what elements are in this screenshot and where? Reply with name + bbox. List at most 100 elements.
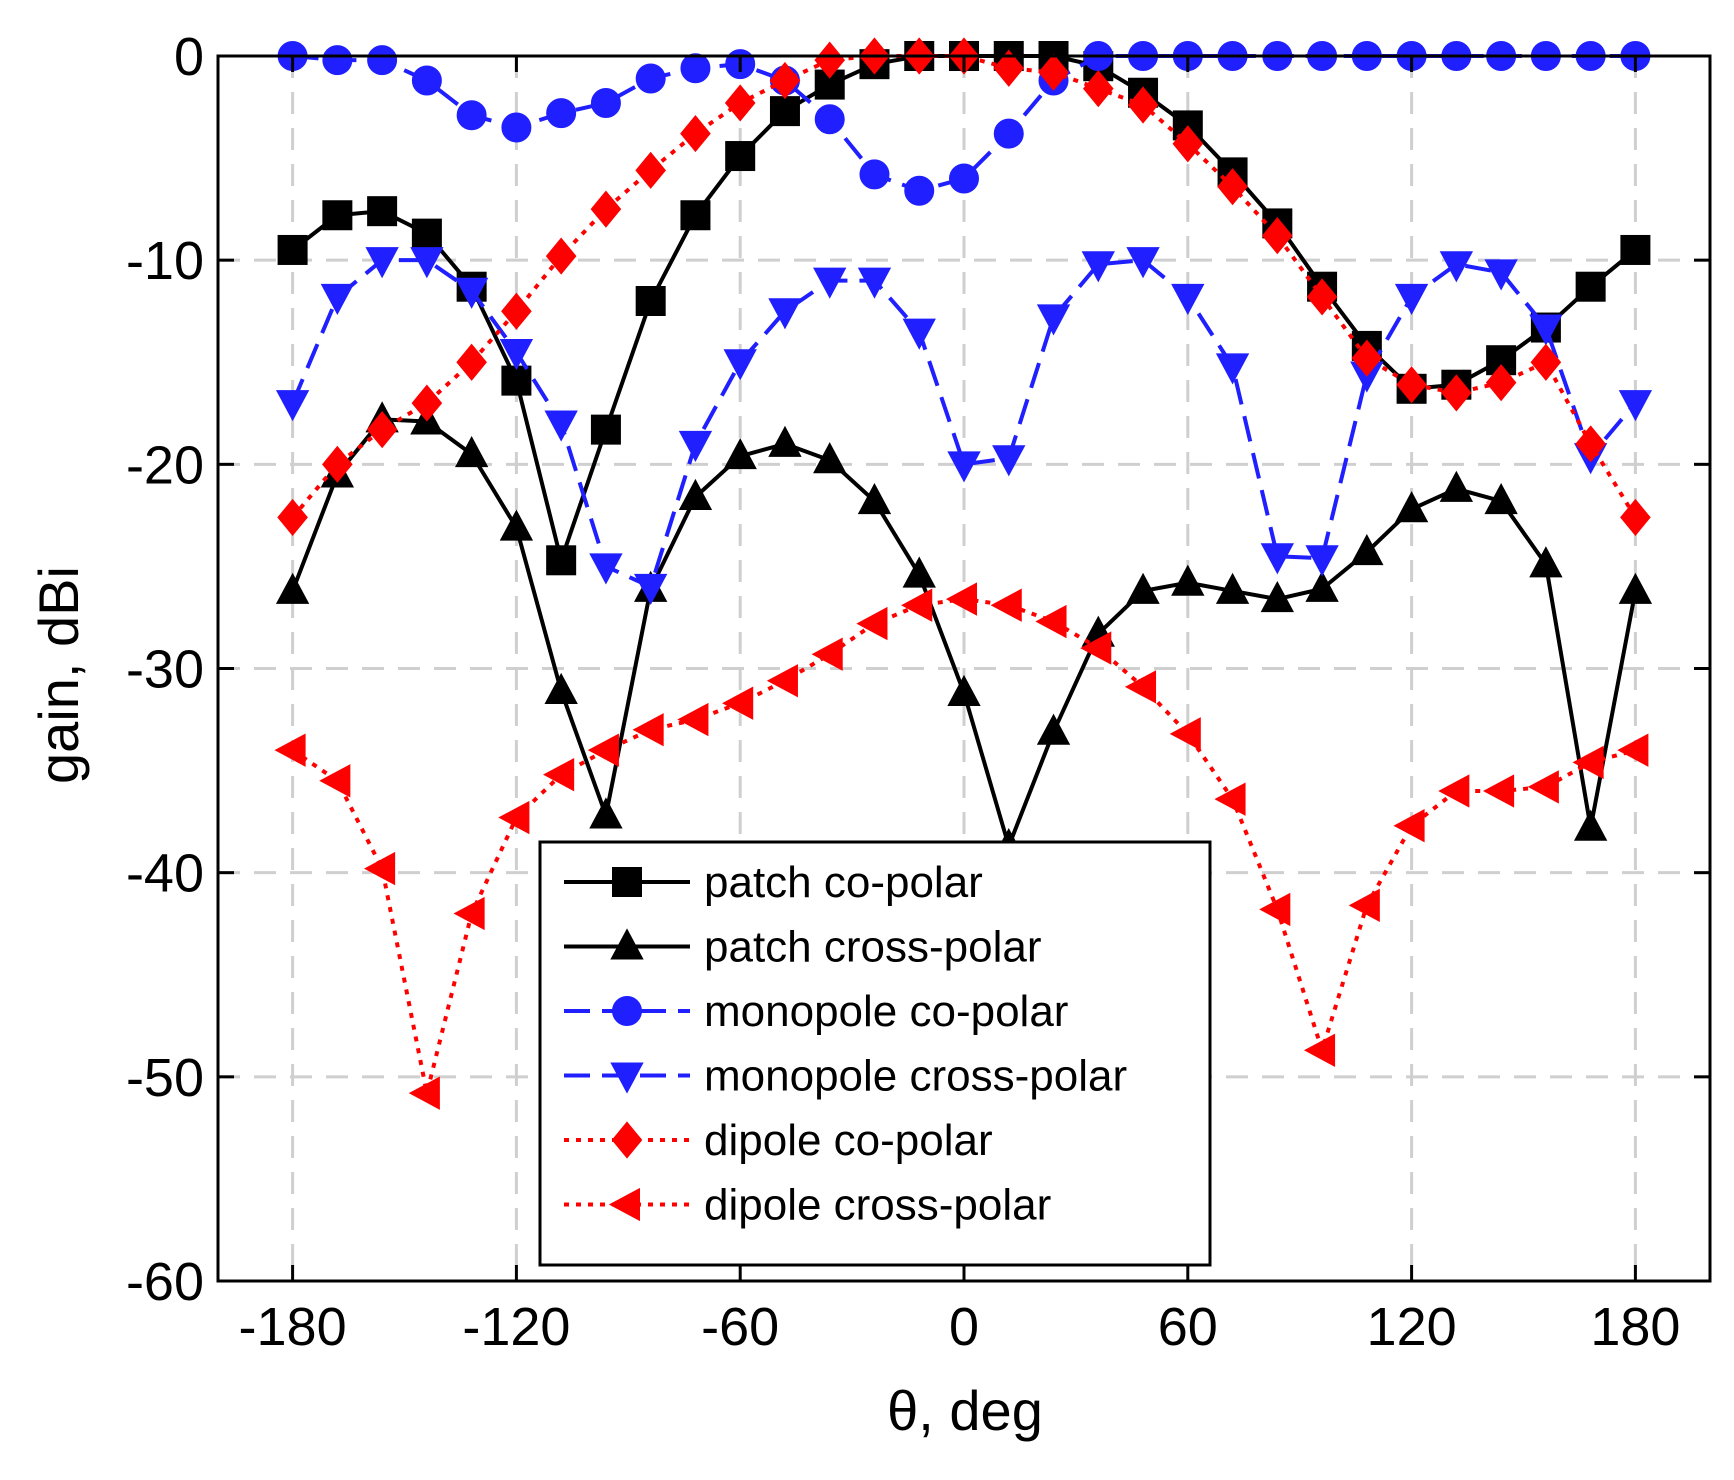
data-point-monopole-cross-polar	[947, 451, 981, 483]
data-point-dipole-co-polar	[1441, 374, 1472, 412]
data-point-patch-cross-polar	[1484, 482, 1518, 515]
data-point-monopole-cross-polar	[1081, 251, 1115, 283]
data-point-dipole-cross-polar	[408, 1076, 440, 1110]
data-point-patch-co-polar	[411, 218, 442, 249]
data-point-patch-cross-polar	[723, 438, 757, 470]
data-point-dipole-cross-polar	[498, 800, 530, 835]
legend-marker	[612, 996, 642, 1026]
data-point-monopole-cross-polar	[768, 298, 802, 330]
data-point-monopole-co-polar	[904, 175, 935, 206]
data-point-monopole-cross-polar	[454, 277, 489, 309]
data-point-monopole-co-polar	[546, 98, 577, 129]
data-point-dipole-co-polar	[456, 343, 487, 381]
data-point-dipole-co-polar	[1485, 364, 1517, 402]
data-point-patch-co-polar	[680, 200, 711, 231]
data-point-monopole-cross-polar	[1484, 259, 1518, 291]
data-point-dipole-co-polar	[411, 384, 443, 422]
data-point-dipole-cross-polar	[1572, 745, 1604, 780]
y-tick-label: -40	[126, 844, 204, 904]
data-point-dipole-cross-polar	[632, 713, 664, 747]
x-tick-label: 0	[949, 1297, 979, 1357]
data-point-monopole-cross-polar	[1126, 247, 1160, 279]
legend-label: dipole co-polar	[704, 1116, 993, 1165]
data-point-dipole-cross-polar	[945, 582, 977, 616]
data-point-monopole-co-polar	[993, 118, 1024, 149]
data-point-patch-co-polar	[277, 234, 308, 265]
data-point-patch-co-polar	[322, 200, 353, 231]
legend-label: patch cross-polar	[704, 923, 1041, 972]
data-point-dipole-co-polar	[322, 445, 353, 483]
data-point-dipole-cross-polar	[722, 686, 754, 720]
data-point-monopole-cross-polar	[1036, 304, 1071, 336]
data-point-patch-cross-polar	[454, 436, 489, 468]
data-point-monopole-cross-polar	[1439, 251, 1474, 283]
data-point-patch-cross-polar	[1394, 491, 1429, 523]
data-point-dipole-co-polar	[1351, 339, 1383, 377]
x-tick-label: 180	[1590, 1297, 1680, 1357]
data-point-dipole-cross-polar	[274, 733, 306, 767]
data-point-monopole-co-polar	[859, 159, 890, 190]
data-point-dipole-co-polar	[635, 151, 666, 189]
data-point-patch-co-polar	[546, 545, 577, 576]
y-tick-label: -10	[126, 231, 204, 291]
data-point-patch-cross-polar	[544, 672, 578, 704]
y-tick-label: -20	[126, 435, 204, 495]
data-point-dipole-cross-polar	[1035, 604, 1067, 639]
data-point-patch-co-polar	[1575, 271, 1606, 302]
data-point-monopole-cross-polar	[320, 283, 355, 316]
data-point-dipole-cross-polar	[319, 764, 351, 798]
data-point-dipole-cross-polar	[587, 733, 619, 767]
data-point-dipole-cross-polar	[1259, 892, 1291, 927]
data-point-monopole-cross-polar	[723, 349, 757, 381]
series-dipole-cross-polar	[274, 582, 1649, 1110]
data-point-monopole-co-polar	[680, 53, 711, 84]
data-point-monopole-co-polar	[949, 163, 979, 194]
data-point-dipole-co-polar	[366, 411, 398, 449]
data-point-dipole-co-polar	[1530, 343, 1562, 381]
data-point-dipole-cross-polar	[901, 588, 933, 622]
data-point-dipole-cross-polar	[1124, 670, 1157, 704]
y-tick-label: -30	[126, 640, 204, 700]
data-point-monopole-co-polar	[456, 100, 487, 131]
data-point-monopole-co-polar	[411, 65, 442, 96]
data-point-patch-cross-polar	[678, 478, 713, 510]
data-point-dipole-cross-polar	[1169, 717, 1201, 751]
legend-box	[538, 840, 1212, 1267]
x-tick-label: -120	[462, 1297, 570, 1357]
data-point-dipole-cross-polar	[1617, 733, 1649, 767]
data-point-patch-cross-polar	[1573, 809, 1608, 841]
legend-item-patch-co-polar: patch co-polar	[564, 858, 983, 907]
legend-marker	[612, 867, 642, 897]
data-point-dipole-co-polar	[1082, 70, 1114, 108]
data-point-monopole-cross-polar	[589, 553, 623, 585]
legend-item-monopole-co-polar: monopole co-polar	[564, 987, 1068, 1036]
series-monopole-cross-polar	[275, 247, 1653, 605]
data-point-patch-cross-polar	[1036, 713, 1071, 745]
data-point-dipole-co-polar	[1396, 366, 1427, 404]
x-tick-label: -60	[701, 1297, 779, 1357]
data-point-patch-co-polar	[725, 141, 756, 172]
data-point-monopole-cross-polar	[902, 318, 936, 350]
tick-labels: -180 -120 -60 0 60 120 180 0 -10 -20 -30 -40 -50 -60	[126, 27, 1681, 1357]
data-point-patch-cross-polar	[1439, 470, 1474, 502]
data-point-dipole-cross-polar	[1393, 809, 1425, 843]
y-tick-label: -50	[126, 1048, 204, 1108]
data-point-dipole-co-polar	[814, 41, 846, 79]
data-point-dipole-co-polar	[769, 61, 801, 100]
data-point-monopole-co-polar	[322, 45, 353, 76]
legend-item-dipole-cross-polar: dipole cross-polar	[564, 1181, 1051, 1230]
data-point-dipole-cross-polar	[766, 664, 798, 698]
data-point-dipole-co-polar	[590, 190, 622, 228]
data-point-patch-cross-polar	[589, 797, 623, 829]
x-tick-label: 120	[1367, 1297, 1457, 1357]
data-point-dipole-co-polar	[1172, 125, 1204, 163]
data-point-monopole-cross-polar	[410, 247, 444, 279]
data-point-monopole-cross-polar	[1529, 314, 1563, 346]
data-point-dipole-co-polar	[545, 237, 577, 275]
data-point-monopole-cross-polar	[813, 267, 847, 299]
data-point-monopole-co-polar	[635, 63, 666, 94]
x-tick-label: 60	[1158, 1297, 1218, 1357]
data-point-dipole-co-polar	[1306, 278, 1338, 316]
